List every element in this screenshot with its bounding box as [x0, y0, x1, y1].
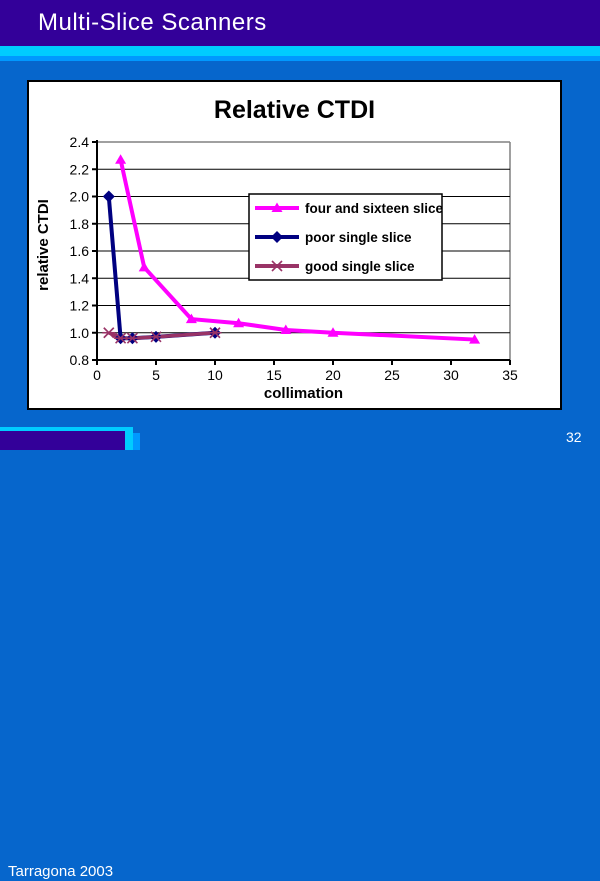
- x-tick-label: 35: [502, 367, 518, 383]
- x-tick-label: 10: [207, 367, 223, 383]
- page-number: 32: [566, 429, 582, 445]
- y-tick-label: 1.0: [70, 325, 90, 341]
- triangle-marker: [138, 261, 150, 272]
- x-axis-title: collimation: [263, 385, 344, 402]
- x-tick-label: 25: [384, 367, 400, 383]
- triangle-marker: [185, 313, 197, 324]
- x-tick-label: 20: [325, 367, 341, 383]
- y-tick-label: 1.8: [70, 216, 90, 232]
- line-chart-plot: 0.8 1.0 1.2 1.4 1.6 1.8 2.0 2.2 2.4 0 5 10 15 20 25 30 3…: [70, 134, 518, 383]
- chart-title: Relative CTDI: [213, 96, 376, 124]
- y-tick-label: 1.6: [70, 243, 90, 259]
- chart-area: Relative CTDI relative CTDI collimation …: [27, 80, 562, 410]
- y-tick-label: 1.4: [70, 270, 90, 286]
- title-bar: Multi-Slice Scanners: [0, 0, 600, 46]
- legend-label: four and sixteen slice: [305, 201, 444, 216]
- x-tick-label: 0: [93, 367, 101, 383]
- x-tick-label: 15: [266, 367, 282, 383]
- footer-accent-top: [0, 427, 133, 431]
- x-tick-label: 30: [443, 367, 459, 383]
- footer-text: Tarragona 2003: [8, 863, 114, 880]
- series-line-poor-single-slice: [106, 196, 216, 341]
- triangle-marker: [280, 324, 292, 335]
- footer-accent-right: [125, 431, 133, 450]
- triangle-marker: [469, 334, 481, 344]
- triangle-marker: [115, 154, 127, 164]
- y-tick-label: 2.0: [70, 189, 90, 205]
- slide-title: Multi-Slice Scanners: [38, 9, 267, 36]
- legend-label: good single slice: [305, 259, 415, 274]
- y-tick-label: 2.2: [70, 161, 90, 177]
- triangle-marker: [271, 202, 283, 212]
- footer-accent-shadow: [133, 433, 140, 450]
- title-underline-blue: [0, 56, 600, 61]
- legend-label: poor single slice: [305, 230, 412, 245]
- footer-box: Tarragona 2003: [0, 431, 125, 880]
- y-tick-label: 2.4: [70, 134, 90, 150]
- triangle-marker: [327, 327, 339, 337]
- y-tick-label: 1.2: [70, 298, 90, 314]
- triangle-marker: [233, 317, 245, 328]
- x-tick-label: 5: [152, 367, 160, 383]
- diamond-marker: [271, 231, 283, 243]
- y-tick-label: 0.8: [70, 352, 90, 368]
- diamond-marker: [102, 190, 115, 203]
- title-underline-cyan: [0, 46, 600, 56]
